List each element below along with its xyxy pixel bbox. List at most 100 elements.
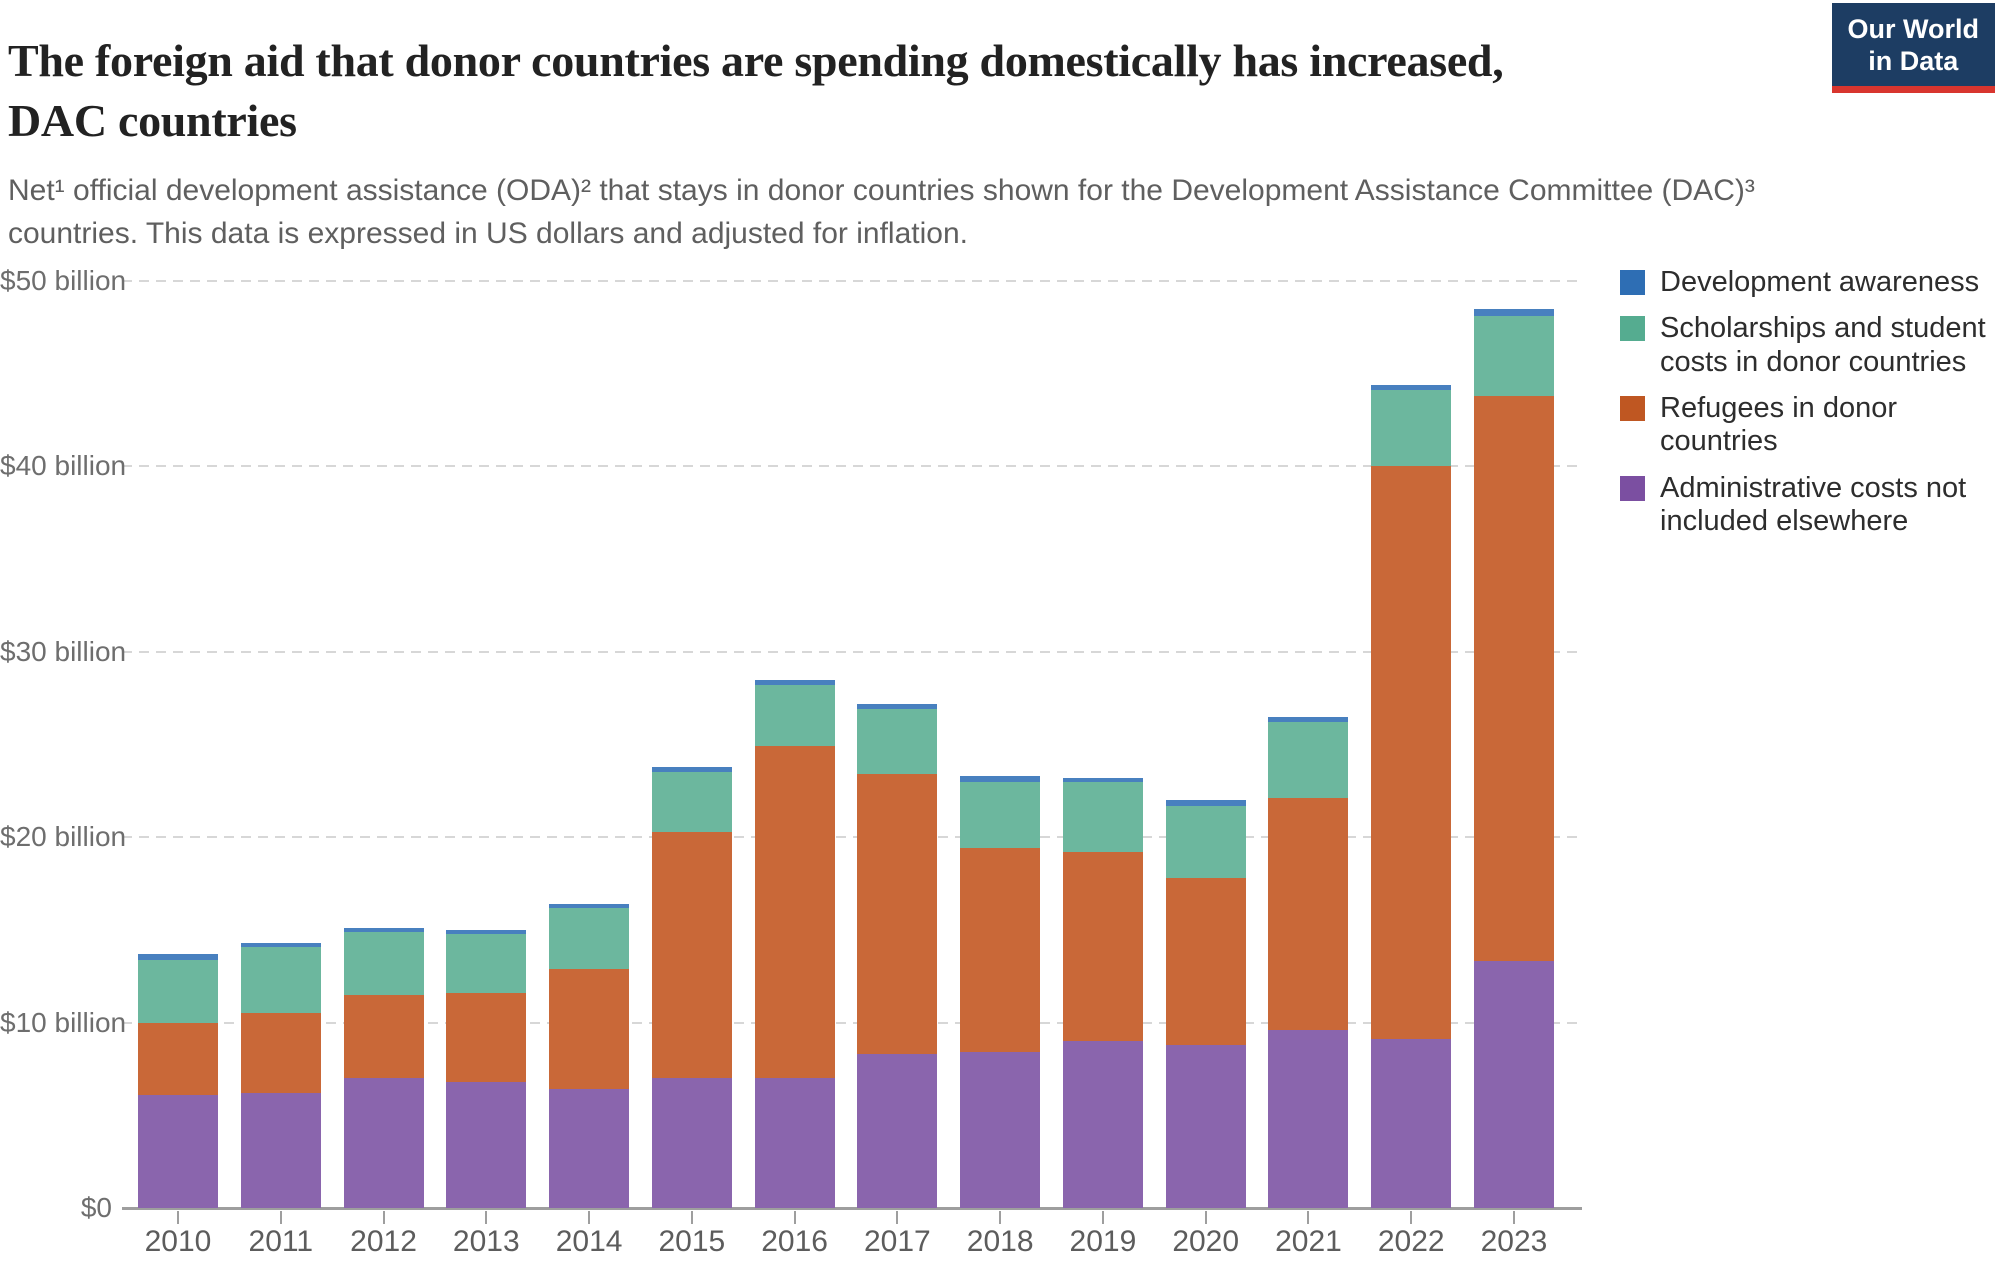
bar-segment-2017-scholarships[interactable]: [857, 709, 938, 775]
bar-segment-2014-refugees[interactable]: [549, 968, 630, 1090]
bar-segment-2020-admin-costs[interactable]: [1165, 1044, 1246, 1208]
bar-segment-2014-scholarships[interactable]: [549, 907, 630, 969]
bar-segment-2019-scholarships[interactable]: [1062, 781, 1143, 853]
bar-segment-2019-development-awareness[interactable]: [1062, 777, 1143, 782]
bar-segment-2021-scholarships[interactable]: [1268, 722, 1349, 799]
bar-segment-2022-refugees[interactable]: [1371, 466, 1452, 1040]
bar-segment-2019-admin-costs[interactable]: [1062, 1041, 1143, 1208]
bar-segment-2018-development-awareness[interactable]: [960, 776, 1041, 782]
legend-label-development-awareness: Development awareness: [1660, 266, 1980, 298]
bar-segment-2015-development-awareness[interactable]: [651, 766, 732, 773]
bar-segment-2017-refugees[interactable]: [857, 774, 938, 1055]
bar-segment-2011-admin-costs[interactable]: [240, 1093, 321, 1208]
bar-segment-2016-development-awareness[interactable]: [754, 679, 835, 686]
x-axis-label: 2021: [1275, 1225, 1342, 1258]
x-axis-tick: [1101, 1211, 1104, 1224]
x-axis-label: 2017: [864, 1225, 931, 1258]
bar-segment-2023-development-awareness[interactable]: [1474, 308, 1554, 317]
x-axis-tick: [279, 1211, 282, 1224]
grid-line: [122, 650, 1582, 653]
bar-segment-2017-admin-costs[interactable]: [857, 1054, 938, 1208]
chart-subtitle: Net¹ official development assistance (OD…: [8, 174, 1755, 250]
bar-segment-2021-refugees[interactable]: [1268, 798, 1349, 1031]
bar-segment-2010-admin-costs[interactable]: [138, 1094, 218, 1208]
bar-segment-2011-refugees[interactable]: [240, 1013, 321, 1094]
x-axis-label: 2022: [1377, 1225, 1445, 1258]
bar-segment-2015-scholarships[interactable]: [651, 772, 732, 832]
bar-segment-2016-admin-costs[interactable]: [754, 1078, 835, 1208]
x-axis-label: 2016: [761, 1225, 828, 1258]
grid-line: [122, 1021, 1582, 1024]
y-axis-label: $40 billion: [0, 450, 127, 482]
bar-segment-2020-development-awareness[interactable]: [1165, 800, 1246, 806]
legend-item-refugees: Refugees in donor countries: [1620, 392, 2000, 459]
bar-segment-2023-scholarships[interactable]: [1474, 316, 1554, 396]
bar-segment-2022-development-awareness[interactable]: [1371, 384, 1452, 391]
bar-segment-2021-admin-costs[interactable]: [1268, 1030, 1349, 1208]
bar-segment-2015-refugees[interactable]: [651, 831, 732, 1079]
bar-segment-2013-development-awareness[interactable]: [446, 929, 527, 934]
x-axis-label: 2013: [452, 1225, 520, 1258]
bar-segment-2020-scholarships[interactable]: [1165, 805, 1246, 878]
bar-segment-2016-scholarships[interactable]: [754, 685, 835, 747]
bar-segment-2013-admin-costs[interactable]: [446, 1081, 527, 1208]
x-axis-tick: [177, 1211, 179, 1224]
grid-line: [122, 280, 1582, 282]
bar-segment-2021-development-awareness[interactable]: [1268, 716, 1349, 723]
legend: Development awareness Scholarships and st…: [1620, 266, 2000, 538]
x-axis-label: 2023: [1480, 1225, 1548, 1258]
legend-label-admin-costs: Administrative costs not included elsewh…: [1660, 471, 1967, 538]
x-axis-tick: [1513, 1211, 1515, 1224]
bar-segment-2011-scholarships[interactable]: [240, 946, 321, 1014]
bar-segment-2018-scholarships[interactable]: [960, 781, 1041, 849]
bar-segment-2016-refugees[interactable]: [754, 746, 835, 1079]
legend-swatch-development-awareness: [1620, 270, 1645, 295]
bar-segment-2018-admin-costs[interactable]: [960, 1052, 1041, 1208]
y-axis-label: $30 billion: [0, 635, 127, 667]
bar-segment-2012-admin-costs[interactable]: [343, 1078, 424, 1208]
legend-swatch-scholarships: [1620, 316, 1645, 342]
x-axis-label: 2020: [1172, 1225, 1240, 1258]
bar-segment-2012-scholarships[interactable]: [343, 931, 424, 995]
bar-segment-2011-development-awareness[interactable]: [240, 942, 321, 947]
owid-logo[interactable]: Our World in Data: [1831, 3, 1995, 93]
bar-segment-2015-admin-costs[interactable]: [651, 1078, 732, 1208]
legend-item-scholarships: Scholarships and student costs in donor …: [1620, 312, 2000, 379]
bar-segment-2019-refugees[interactable]: [1062, 852, 1143, 1042]
x-axis-label: 2015: [658, 1225, 726, 1258]
x-axis-tick: [588, 1211, 591, 1224]
bar-segment-2023-admin-costs[interactable]: [1474, 961, 1554, 1208]
x-axis-line: [122, 1207, 1582, 1210]
bar-segment-2022-admin-costs[interactable]: [1371, 1039, 1452, 1208]
bar-segment-2014-development-awareness[interactable]: [549, 903, 630, 908]
bar-segment-2013-refugees[interactable]: [446, 992, 527, 1082]
x-axis-tick: [1307, 1211, 1310, 1224]
bar-segment-2020-refugees[interactable]: [1165, 877, 1246, 1045]
legend-item-development-awareness: Development awareness: [1620, 266, 2000, 299]
bar-segment-2010-scholarships[interactable]: [138, 959, 218, 1023]
page-title: The foreign aid that donor countries are…: [8, 34, 1504, 146]
bar-segment-2022-scholarships[interactable]: [1371, 390, 1452, 467]
x-axis-label: 2014: [555, 1225, 623, 1258]
x-axis-tick: [999, 1211, 1002, 1224]
owid-logo-line1: Our World: [1847, 14, 1980, 44]
legend-label-scholarships: Scholarships and student costs in donor …: [1660, 312, 1986, 378]
bar-segment-2012-refugees[interactable]: [343, 994, 424, 1079]
bar-segment-2013-scholarships[interactable]: [446, 933, 527, 993]
bar-segment-2010-refugees[interactable]: [138, 1022, 218, 1095]
bar-segment-2012-development-awareness[interactable]: [343, 928, 424, 932]
bar-segment-2017-development-awareness[interactable]: [857, 703, 938, 710]
x-axis-tick: [485, 1211, 488, 1224]
bar-segment-2014-admin-costs[interactable]: [549, 1089, 630, 1208]
bar-segment-2023-refugees[interactable]: [1474, 395, 1554, 962]
x-axis-label: 2012: [350, 1225, 417, 1258]
bar-segment-2018-refugees[interactable]: [960, 848, 1041, 1053]
legend-item-admin-costs: Administrative costs not included elsewh…: [1620, 472, 2000, 539]
y-axis-label: $10 billion: [0, 1006, 127, 1038]
x-axis-label: 2011: [248, 1225, 314, 1258]
grid-line: [122, 836, 1582, 839]
x-axis-label: 2019: [1069, 1225, 1137, 1258]
bar-segment-2010-development-awareness[interactable]: [138, 954, 218, 960]
legend-swatch-admin-costs: [1620, 475, 1645, 501]
